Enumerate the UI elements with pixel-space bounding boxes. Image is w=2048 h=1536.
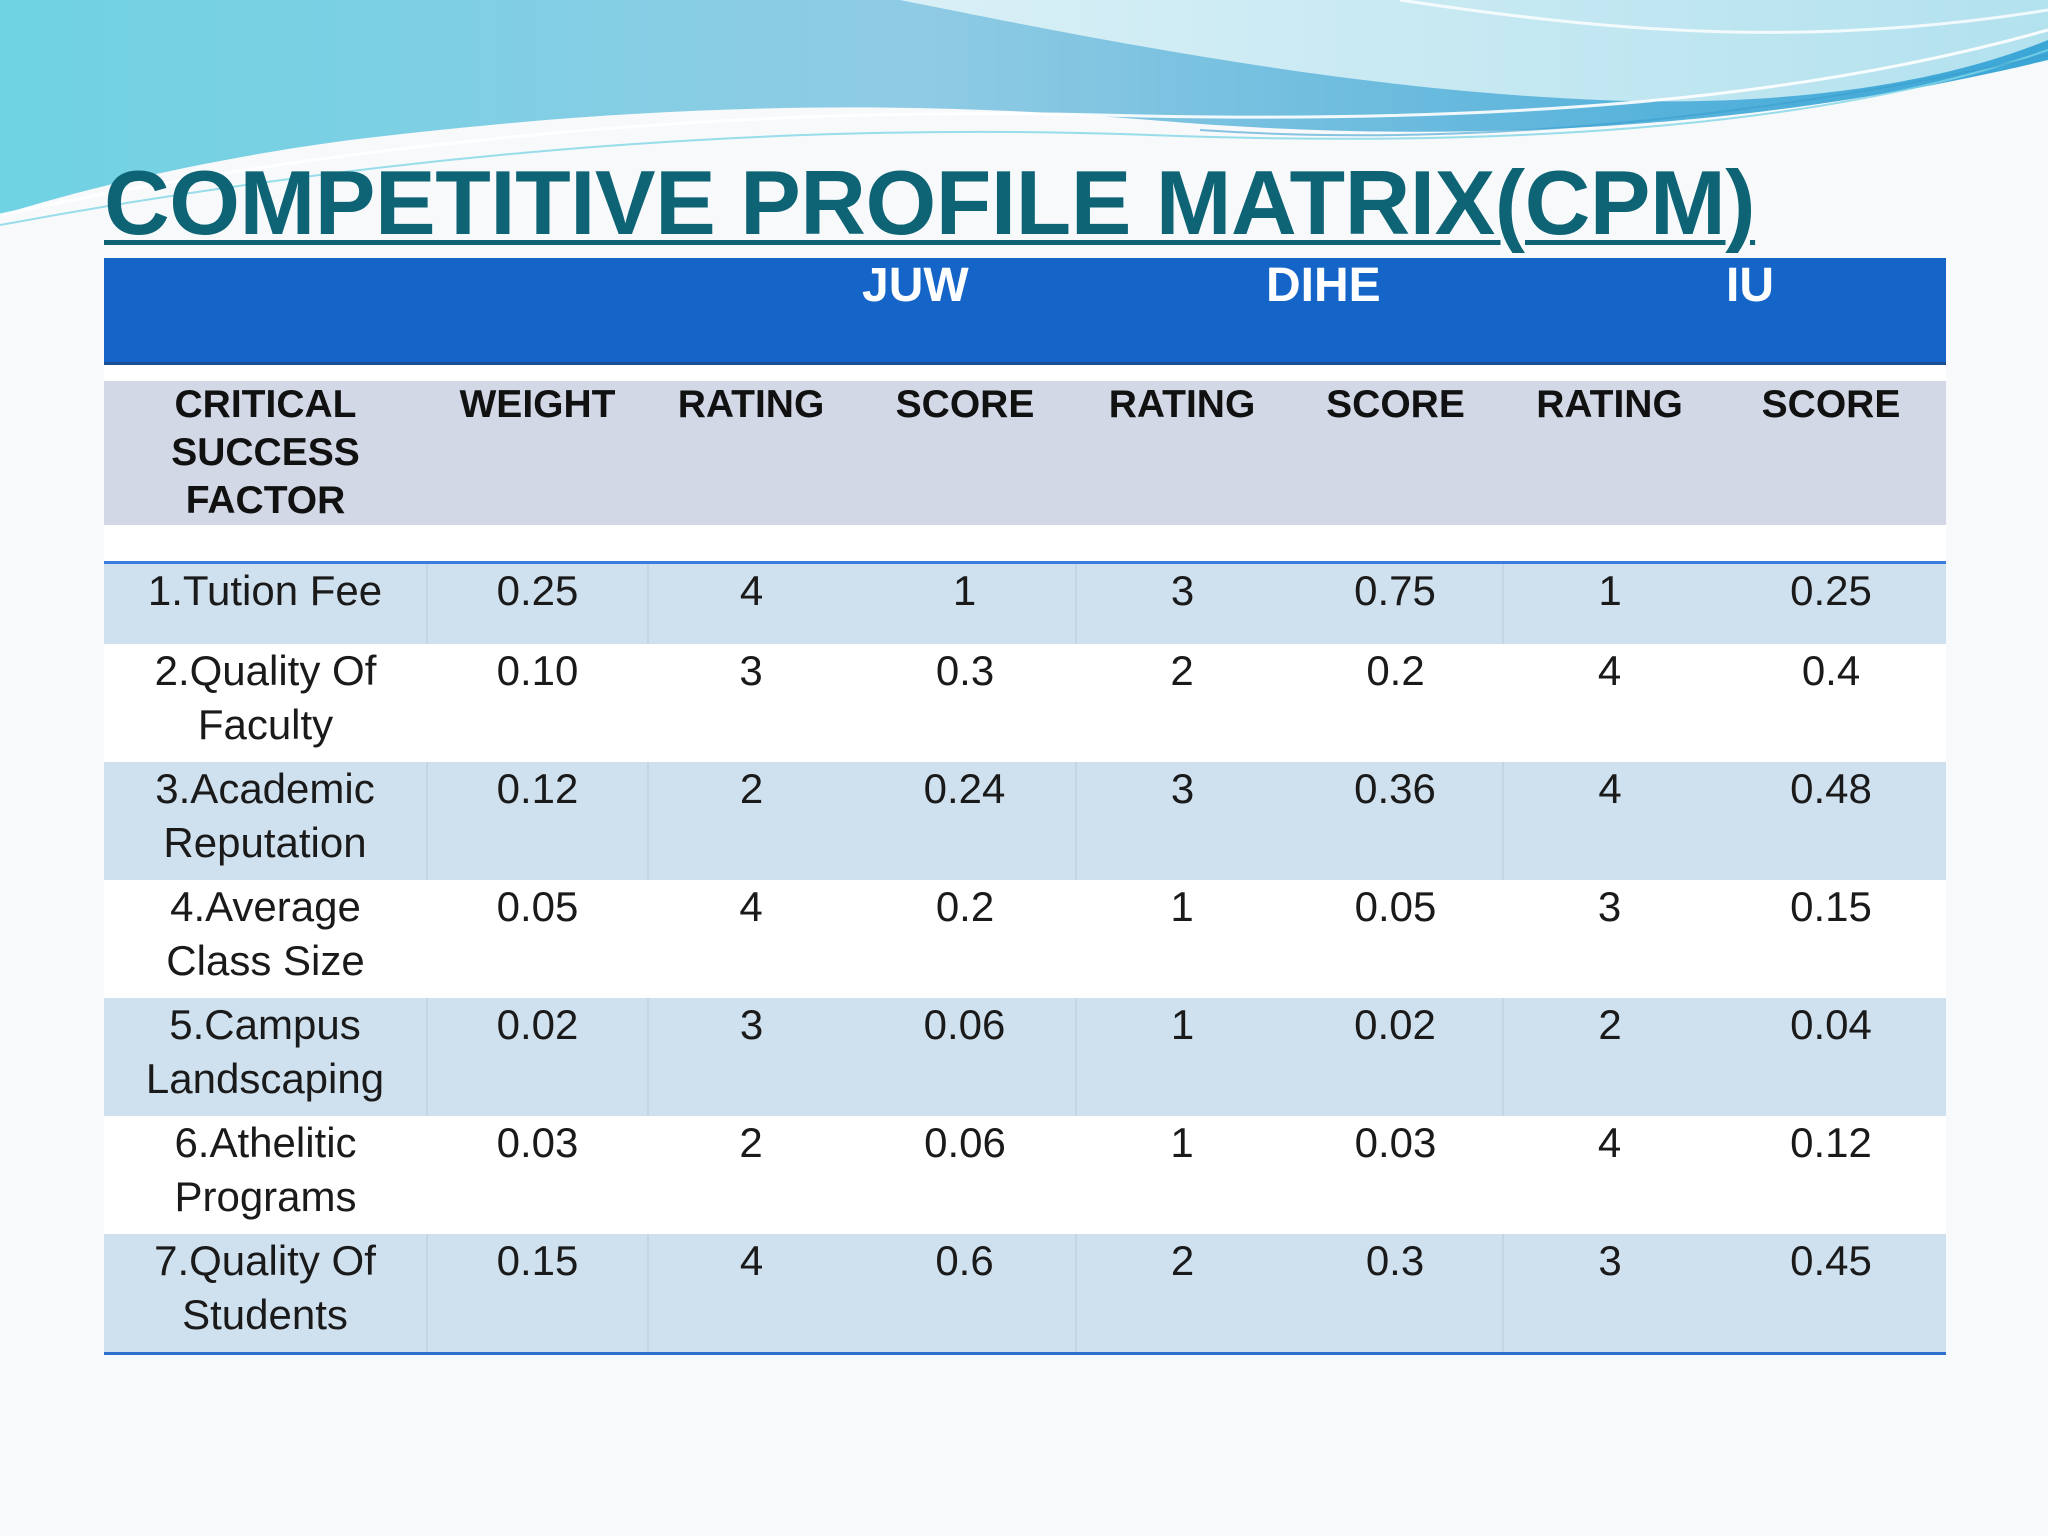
table-row: 4.Average Class Size 0.05 4 0.2 1 0.05 3 0.15 (104, 880, 1947, 998)
dihe-rating-cell: 3 (1076, 561, 1289, 644)
weight-cell: 0.15 (427, 1234, 649, 1355)
juw-score-cell: 1 (854, 561, 1078, 644)
dihe-score-cell: 0.75 (1288, 561, 1505, 644)
factor-text: Class Size (166, 937, 365, 984)
factor-cell: 2.Quality Of Faculty (104, 644, 427, 762)
factor-cell: 3.Academic Reputation (104, 762, 428, 880)
juw-rating-cell: 2 (648, 1116, 854, 1234)
dihe-score-cell: 0.03 (1288, 1116, 1504, 1234)
weight-cell: 0.02 (427, 998, 649, 1116)
dihe-score-cell: 0.05 (1288, 880, 1504, 998)
juw-rating-cell: 3 (648, 644, 854, 762)
iu-score-cell: 0.12 (1716, 1116, 1947, 1234)
dihe-rating-cell: 1 (1076, 998, 1289, 1116)
iu-score-cell: 0.15 (1716, 880, 1947, 998)
iu-score-cell: 0.25 (1716, 561, 1947, 644)
dihe-rating-cell: 2 (1076, 644, 1289, 762)
iu-score-cell: 0.04 (1716, 998, 1947, 1116)
factor-text: 3.Academic (155, 765, 375, 812)
iu-rating-cell: 4 (1503, 762, 1717, 880)
wave-decoration (0, 0, 2048, 226)
factor-text: 2.Quality Of (154, 647, 377, 694)
juw-score-cell: 0.24 (854, 762, 1078, 880)
col-header-dihe-rating: RATING (1076, 381, 1289, 525)
factor-cell: 7.Quality Of Students (104, 1234, 428, 1355)
col-header-juw-rating: RATING (648, 381, 854, 525)
juw-rating-cell: 4 (648, 561, 854, 644)
weight-cell: 0.10 (427, 644, 648, 762)
factor-cell: 5.Campus Landscaping (104, 998, 428, 1116)
iu-rating-cell: 2 (1503, 998, 1717, 1116)
cpm-table: JUW DIHE IU CRITICAL SUCCESS FACTOR WEIG… (104, 258, 1947, 1355)
company-dihe: DIHE (1076, 258, 1504, 365)
juw-score-cell: 0.6 (854, 1234, 1078, 1355)
juw-score-cell: 0.06 (854, 998, 1078, 1116)
iu-rating-cell: 3 (1503, 1234, 1717, 1355)
weight-cell: 0.03 (427, 1116, 648, 1234)
juw-score-cell: 0.2 (854, 880, 1077, 998)
dihe-rating-cell: 1 (1076, 1116, 1289, 1234)
company-iu: IU (1503, 258, 1947, 365)
dihe-score-cell: 0.36 (1288, 762, 1505, 880)
col-header-iu-rating: RATING (1503, 381, 1717, 525)
table-row: 2.Quality Of Faculty 0.10 3 0.3 2 0.2 4 0.4 (104, 644, 1947, 762)
dihe-rating-cell: 1 (1076, 880, 1289, 998)
juw-rating-cell: 2 (648, 762, 854, 880)
factor-cell: 1.Tution Fee (104, 561, 428, 644)
dihe-rating-cell: 2 (1076, 1234, 1289, 1355)
iu-rating-cell: 1 (1503, 561, 1717, 644)
factor-text: 7.Quality Of (154, 1237, 376, 1284)
iu-rating-cell: 4 (1503, 644, 1717, 762)
factor-cell: 4.Average Class Size (104, 880, 427, 998)
table-row: 6.Athelitic Programs 0.03 2 0.06 1 0.03 4 0.12 (104, 1116, 1947, 1234)
juw-score-cell: 0.06 (854, 1116, 1077, 1234)
slide-title: COMPETITIVE PROFILE MATRIX(CPM) (104, 153, 1756, 254)
factor-text: Reputation (163, 819, 367, 866)
col-header-dihe-score: SCORE (1288, 381, 1504, 525)
factor-text: Students (182, 1291, 348, 1338)
factor-text: 4.Average (170, 883, 361, 930)
juw-rating-cell: 3 (648, 998, 854, 1116)
company-juw: JUW (648, 258, 1077, 365)
dihe-score-cell: 0.3 (1288, 1234, 1505, 1355)
iu-rating-cell: 4 (1503, 1116, 1717, 1234)
factor-text: Faculty (197, 701, 334, 748)
juw-rating-cell: 4 (648, 880, 854, 998)
dihe-score-cell: 0.2 (1288, 644, 1504, 762)
table-row: 1.Tution Fee 0.25 4 1 3 0.75 1 0.25 (104, 561, 1947, 644)
iu-score-cell: 0.4 (1716, 644, 1947, 762)
dihe-rating-cell: 3 (1076, 762, 1289, 880)
col-header-factor: CRITICAL SUCCESS FACTOR (104, 381, 427, 525)
col-header-juw-score: SCORE (854, 381, 1077, 525)
factor-text: 5.Campus (169, 1001, 361, 1048)
weight-cell: 0.05 (427, 880, 648, 998)
iu-score-cell: 0.45 (1716, 1234, 1947, 1355)
factor-cell: 6.Athelitic Programs (104, 1116, 427, 1234)
iu-score-cell: 0.48 (1716, 762, 1947, 880)
factor-text: 6.Athelitic (174, 1119, 357, 1166)
col-header-iu-score: SCORE (1716, 381, 1947, 525)
table-row: 3.Academic Reputation 0.12 2 0.24 3 0.36 4 0.48 (104, 762, 1947, 880)
col-header-weight: WEIGHT (427, 381, 648, 525)
weight-cell: 0.12 (427, 762, 649, 880)
factor-text: Programs (174, 1173, 357, 1220)
company-header-row: JUW DIHE IU (104, 258, 1947, 365)
juw-score-cell: 0.3 (854, 644, 1077, 762)
column-header-row: CRITICAL SUCCESS FACTOR WEIGHT RATING SC… (104, 381, 1947, 525)
factor-text: Landscaping (145, 1055, 385, 1102)
weight-cell: 0.25 (427, 561, 649, 644)
table-row: 5.Campus Landscaping 0.02 3 0.06 1 0.02 2 0.04 (104, 998, 1947, 1116)
dihe-score-cell: 0.02 (1288, 998, 1505, 1116)
iu-rating-cell: 3 (1503, 880, 1717, 998)
juw-rating-cell: 4 (648, 1234, 854, 1355)
factor-text: 1.Tution Fee (147, 567, 383, 614)
table-row: 7.Quality Of Students 0.15 4 0.6 2 0.3 3 0.45 (104, 1234, 1947, 1355)
